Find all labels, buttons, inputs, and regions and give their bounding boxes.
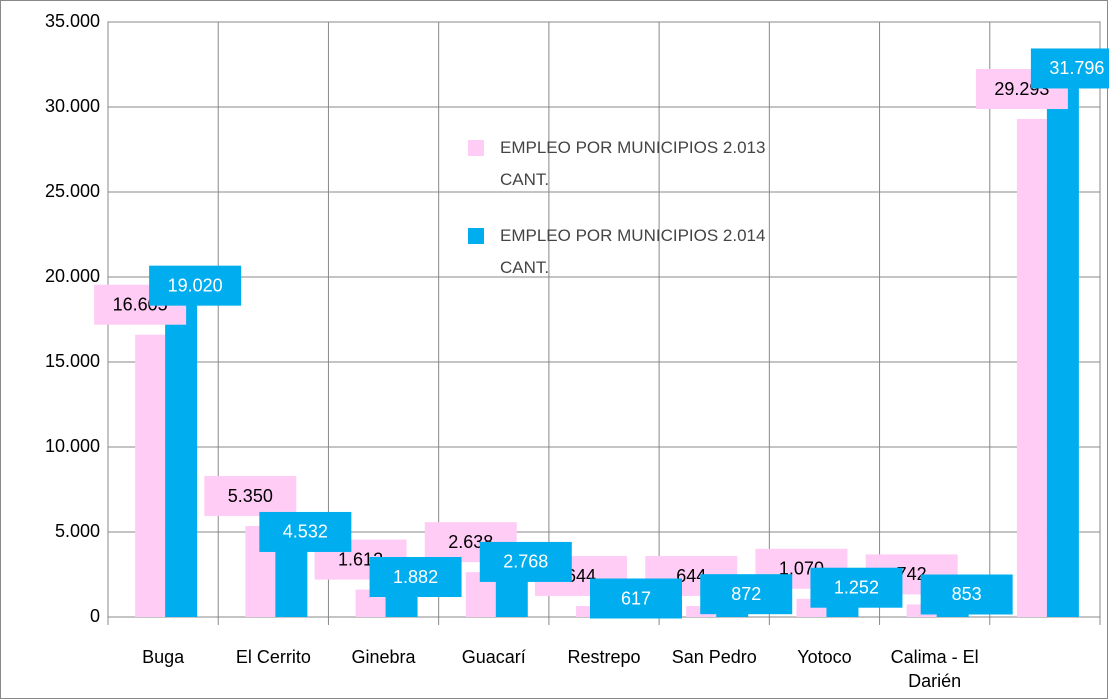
- bar: [275, 539, 308, 617]
- bar: [135, 334, 166, 617]
- label-box: [810, 567, 903, 608]
- y-tick-label: 35.000: [45, 11, 100, 31]
- data-label: 742: [897, 564, 927, 584]
- data-label: 644: [566, 566, 596, 586]
- x-tick-label: El Cerrito: [235, 647, 311, 667]
- data-label: 617: [621, 588, 651, 608]
- y-tick-label: 0: [90, 606, 100, 626]
- data-label: 1.882: [393, 567, 438, 587]
- bar: [1046, 76, 1079, 617]
- label-box: [149, 265, 242, 306]
- label-box: [1030, 48, 1109, 89]
- label-box: [369, 557, 462, 598]
- data-label: 31.796: [1049, 58, 1104, 78]
- legend-label: EMPLEO POR MUNICIPIOS 2.013 CANT.: [500, 138, 766, 189]
- data-label: 4.532: [283, 522, 328, 542]
- legend-swatch: [468, 140, 484, 156]
- y-tick-label: 30.000: [45, 96, 100, 116]
- x-tick-label: Yotoco: [797, 647, 852, 667]
- label-box: [479, 541, 572, 582]
- data-label: 1.252: [834, 577, 879, 597]
- x-tick-label: Restrepo: [567, 647, 641, 667]
- x-tick-label: Ginebra: [351, 647, 416, 667]
- data-label: 5.350: [228, 486, 273, 506]
- y-tick-label: 10.000: [45, 436, 100, 456]
- x-tick-label: Calima - El Darién: [890, 647, 979, 691]
- legend-swatch: [468, 228, 484, 244]
- label-box: [920, 574, 1013, 615]
- label-box: [590, 578, 682, 619]
- x-tick-label: Guacarí: [461, 647, 526, 667]
- data-label: 19.020: [168, 275, 223, 295]
- label-box: [259, 511, 352, 552]
- y-tick-label: 5.000: [55, 521, 100, 541]
- bar: [165, 293, 198, 617]
- y-tick-label: 25.000: [45, 181, 100, 201]
- y-tick-label: 20.000: [45, 266, 100, 286]
- data-label: 644: [676, 566, 706, 586]
- data-label: 872: [731, 584, 761, 604]
- label-box: [700, 574, 793, 615]
- legend-label: EMPLEO POR MUNICIPIOS 2.014 CANT.: [500, 226, 766, 277]
- x-tick-label: San Pedro: [671, 647, 757, 667]
- data-label: 853: [952, 584, 982, 604]
- label-box: [204, 476, 297, 517]
- x-tick-label: Buga: [142, 647, 185, 667]
- bar: [1016, 119, 1047, 618]
- y-tick-label: 15.000: [45, 351, 100, 371]
- data-label: 2.768: [503, 552, 548, 572]
